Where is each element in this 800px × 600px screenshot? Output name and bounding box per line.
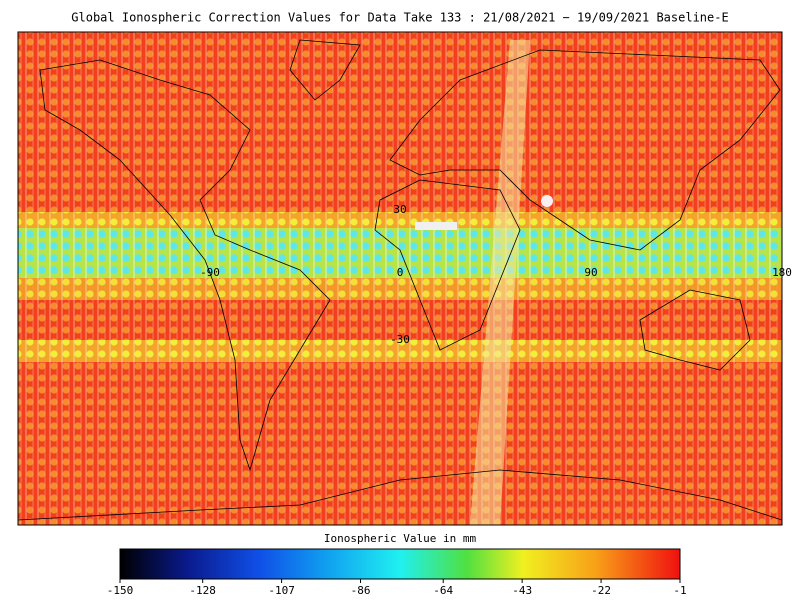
band <box>18 340 782 362</box>
lat-label: 30 <box>393 203 406 216</box>
band <box>18 228 782 278</box>
map-frame <box>17 31 783 526</box>
band <box>18 212 782 230</box>
colorbar-tick-label: -128 <box>189 584 216 597</box>
colorbar-tick-label: -1 <box>673 584 686 597</box>
gap <box>541 195 553 207</box>
lat-label: -30 <box>390 333 410 346</box>
lon-label: 0 <box>397 266 404 279</box>
colorbar <box>119 548 681 580</box>
lon-label: 180 <box>772 266 792 279</box>
colorbar-tick-label: -43 <box>512 584 532 597</box>
colorbar-label: Ionospheric Value in mm <box>324 532 477 545</box>
colorbar-tick-label: -107 <box>268 584 295 597</box>
map <box>18 32 782 525</box>
colorbar-tick-label: -22 <box>591 584 611 597</box>
lon-label: 90 <box>584 266 597 279</box>
lon-label: -90 <box>200 266 220 279</box>
gap <box>415 222 457 230</box>
band <box>18 278 782 300</box>
swath <box>470 40 530 525</box>
coastlines <box>18 39 782 525</box>
colorbar-tick-label: -150 <box>107 584 134 597</box>
colorbar-tick-label: -86 <box>351 584 371 597</box>
title: Global Ionospheric Correction Values for… <box>71 11 728 25</box>
colorbar-tick-label: -64 <box>433 584 453 597</box>
